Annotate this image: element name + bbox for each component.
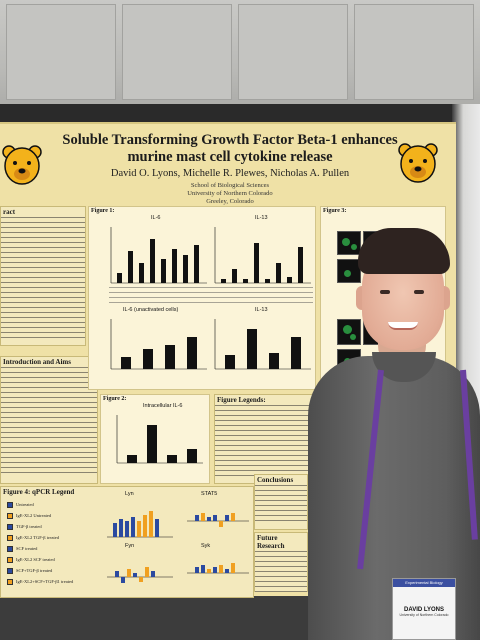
future-research-text bbox=[255, 551, 307, 595]
legend-label: SCF+TGF-β treated bbox=[16, 568, 53, 573]
figure3-heading: Figure 3: bbox=[323, 208, 347, 214]
poster-authors: David O. Lyons, Michelle R. Plewes, Nich… bbox=[110, 168, 350, 179]
figure-legends-heading: Figure Legends: bbox=[217, 396, 266, 404]
legend-swatch bbox=[7, 567, 13, 574]
legend-swatch bbox=[7, 556, 13, 563]
poster-title: Soluble Transforming Growth Factor Beta-… bbox=[40, 132, 420, 166]
figure1-heading: Figure 1: bbox=[91, 208, 115, 214]
qpcr-legend-item: IgE-XL2 SCF treated bbox=[7, 554, 95, 565]
person-eye-right bbox=[414, 290, 424, 294]
qpcr-legend-item: IgE-XL2 Untreated bbox=[7, 510, 95, 521]
legend-label: IgE-XL2 Untreated bbox=[16, 513, 52, 518]
qpcr-legend-item: SCF+TGF-β treated bbox=[7, 565, 95, 576]
micrograph bbox=[337, 231, 361, 255]
micrograph bbox=[337, 259, 361, 283]
legend-label: IgE-XL2 SCF treated bbox=[16, 557, 55, 562]
intro-heading: Introduction and Aims bbox=[3, 358, 71, 366]
stat5-bar-chart bbox=[187, 513, 249, 527]
background-wall bbox=[0, 0, 480, 118]
intro-panel: Introduction and Aims bbox=[0, 356, 98, 484]
qpcr-legend-item: SCF treated bbox=[7, 543, 95, 554]
treatment-table bbox=[109, 287, 313, 303]
badge-affiliation: University of Northern Colorado bbox=[399, 613, 449, 617]
il6-unactivated-bar-chart bbox=[110, 319, 207, 370]
chart-title-il6-unactivated: IL-6 (unactivated cells) bbox=[123, 307, 179, 313]
legend-label: SCF treated bbox=[16, 546, 38, 551]
intracellular-il6-bar-chart bbox=[116, 415, 203, 464]
legend-label: IgE-XL2 TGF-β treated bbox=[16, 535, 59, 540]
bear-logo-right-icon bbox=[398, 143, 438, 183]
fyn-bar-chart bbox=[107, 567, 173, 583]
legend-swatch bbox=[7, 578, 13, 585]
qpcr-legend-item: IgE-XL2+SCF+TGF-β1 treated bbox=[7, 576, 95, 587]
poster-affiliation-1: School of Biological Sciences bbox=[190, 182, 270, 189]
figure2-panel: Figure 2: Intracellular IL-6 bbox=[100, 394, 210, 484]
figure-legends-panel: Figure Legends: bbox=[214, 394, 316, 484]
person-eye-left bbox=[380, 290, 390, 294]
poster-title-line1: Soluble Transforming Growth Factor Beta-… bbox=[62, 132, 398, 148]
micrograph bbox=[337, 319, 361, 345]
legend-swatch bbox=[7, 545, 13, 552]
il6-bar-chart bbox=[110, 227, 207, 284]
legend-swatch bbox=[7, 523, 13, 530]
legend-swatch bbox=[7, 534, 13, 541]
intro-text bbox=[1, 367, 97, 477]
qpcr-legend-item: Untreated bbox=[7, 499, 95, 510]
conclusions-text bbox=[255, 485, 307, 525]
chart-title-il13-b: IL-13 bbox=[255, 307, 268, 313]
legend-label: Untreated bbox=[16, 502, 34, 507]
wall-panel bbox=[238, 4, 348, 100]
poster-affiliation-2: University of Northern Colorado bbox=[187, 190, 273, 197]
poster-title-line2: murine mast cell cytokine release bbox=[127, 149, 333, 165]
qpcr-legend-item: IgE-XL2 TGF-β treated bbox=[7, 532, 95, 543]
chart-title-syk: Syk bbox=[201, 543, 211, 549]
qpcr-legend-item: TGF-β treated bbox=[7, 521, 95, 532]
lyn-bar-chart bbox=[107, 511, 173, 538]
figure1-panel: Figure 1: IL-6 IL-13 IL-6 (unactivated c… bbox=[88, 206, 316, 390]
legend-swatch bbox=[7, 501, 13, 508]
abstract-text bbox=[1, 217, 85, 341]
qpcr-legend: Untreated IgE-XL2 Untreated TGF-β treated I… bbox=[7, 499, 95, 587]
future-research-heading: Future Research bbox=[257, 534, 285, 550]
abstract-panel: ract bbox=[0, 206, 86, 346]
legend-label: TGF-β treated bbox=[16, 524, 42, 529]
future-research-panel: Future Research bbox=[254, 532, 308, 595]
wall-panel bbox=[354, 4, 474, 100]
syk-bar-chart bbox=[187, 563, 249, 574]
name-badge: Experimental Biology DAVID LYONS Univers… bbox=[392, 578, 456, 640]
chart-title-il13: IL-13 bbox=[255, 215, 268, 221]
chart-title-stat5: STAT5 bbox=[201, 491, 218, 497]
badge-header: Experimental Biology bbox=[393, 579, 455, 587]
il13-bar-chart bbox=[214, 227, 311, 284]
poster-board-frame bbox=[0, 104, 480, 122]
figure-legends-text bbox=[215, 405, 315, 479]
legend-swatch bbox=[7, 512, 13, 519]
chart-title-intracellular-il6: Intracellular IL-6 bbox=[143, 403, 183, 409]
chart-title-il6: IL-6 bbox=[151, 215, 161, 221]
figure4-heading: Figure 4: qPCR Legend bbox=[3, 488, 75, 496]
wall-panel bbox=[6, 4, 116, 100]
person-smile bbox=[388, 322, 418, 330]
figure4-panel: Figure 4: qPCR Legend Untreated IgE-XL2 U… bbox=[0, 486, 254, 598]
wall-panel bbox=[122, 4, 232, 100]
poster-affiliation-3: Greeley, Colorado bbox=[206, 198, 254, 205]
bear-logo-left-icon bbox=[2, 145, 42, 185]
legend-label: IgE-XL2+SCF+TGF-β1 treated bbox=[16, 579, 74, 584]
figure2-heading: Figure 2: bbox=[103, 396, 127, 402]
chart-title-lyn: Lyn bbox=[125, 491, 134, 497]
conclusions-panel: Conclusions bbox=[254, 474, 308, 530]
badge-name: DAVID LYONS bbox=[403, 607, 444, 613]
conclusions-heading: Conclusions bbox=[257, 476, 294, 484]
abstract-heading: ract bbox=[3, 208, 16, 216]
il13-b-bar-chart bbox=[214, 319, 311, 370]
person-hair bbox=[358, 228, 450, 274]
chart-title-fyn: Fyn bbox=[125, 543, 135, 549]
